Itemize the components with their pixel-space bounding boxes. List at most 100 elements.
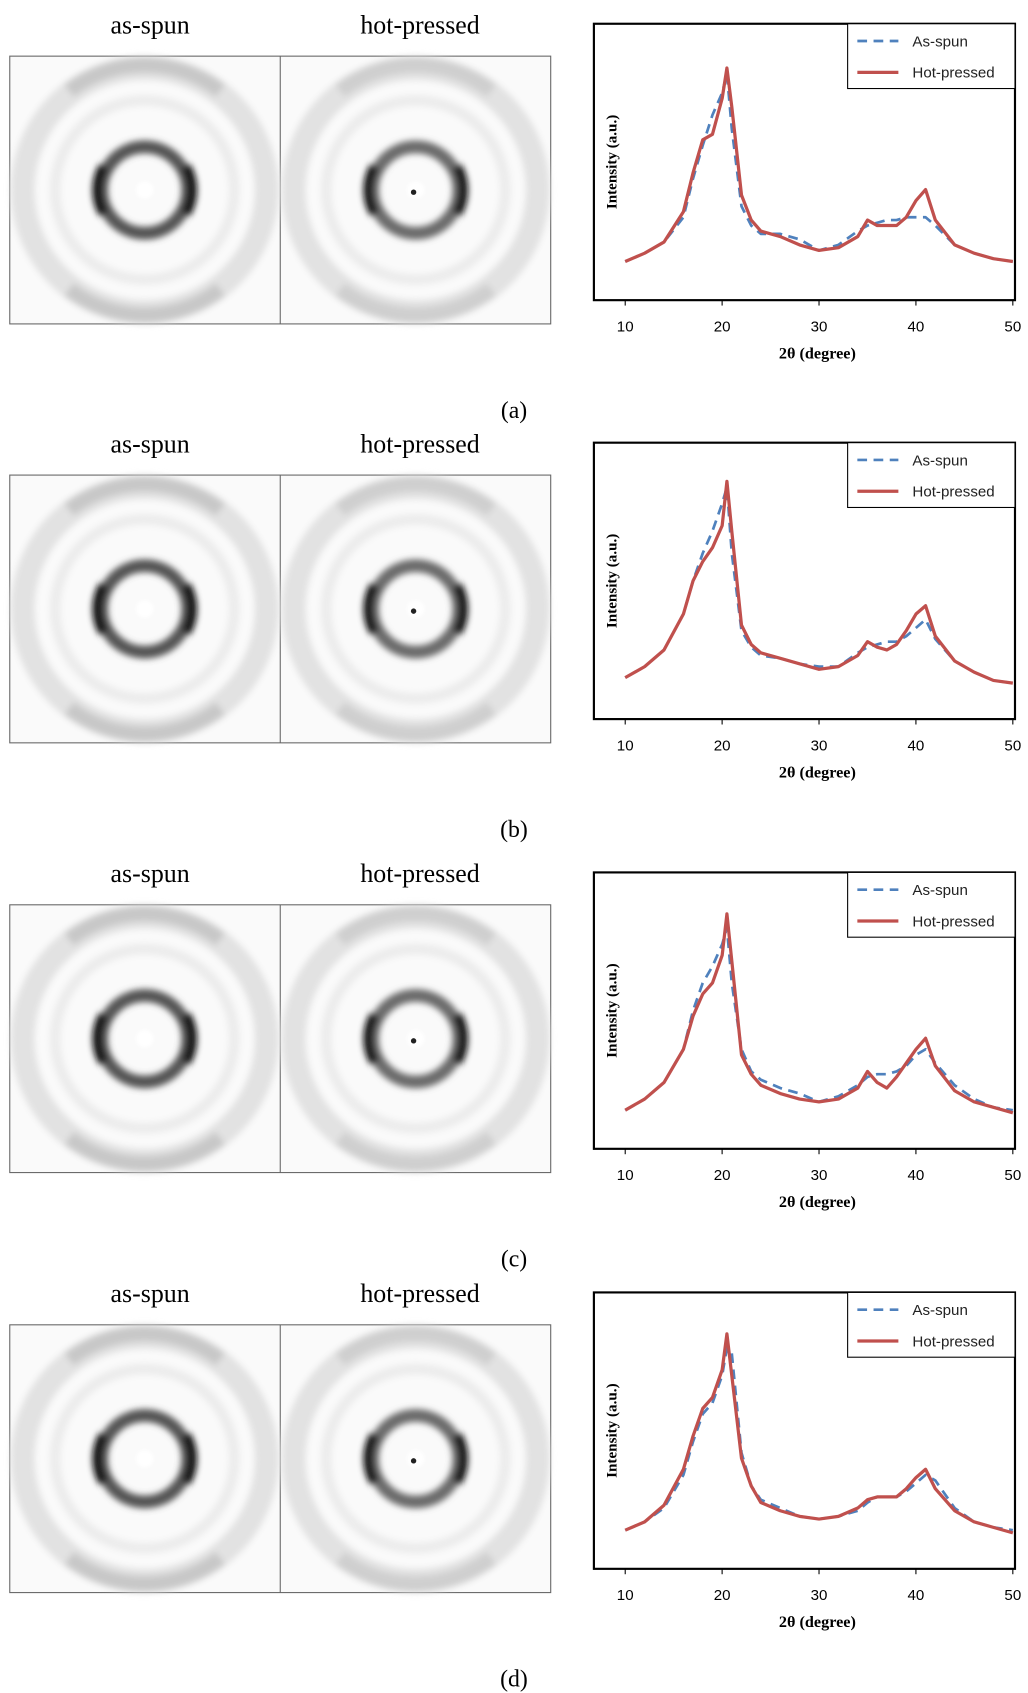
beam-spot	[410, 1038, 417, 1044]
inner-arc	[92, 582, 197, 636]
inner-arc	[363, 1012, 468, 1065]
middle-ring	[320, 943, 511, 1134]
inner-arc	[363, 1432, 468, 1485]
legend-box	[847, 871, 1016, 938]
x-tick-label: 10	[617, 737, 634, 754]
panel-row: as-spun hot-pressed (a) 10 20 30 40 50 2θ (degre…	[9, 10, 1021, 424]
inner-arc	[363, 163, 468, 217]
x-axis-title: 2θ (degree)	[779, 763, 856, 781]
x-tick-label: 40	[908, 318, 925, 335]
middle-ring	[320, 95, 511, 286]
beam-stop	[407, 1030, 425, 1048]
x-tick-label: 10	[617, 1167, 634, 1184]
diffraction-rings	[10, 904, 279, 1173]
panel-label: (c)	[501, 1247, 527, 1273]
series-line	[624, 1332, 1014, 1535]
series-line	[624, 485, 1014, 685]
x-tick-label: 20	[714, 737, 731, 754]
outer-arc	[64, 1326, 225, 1592]
x-tick-label: 30	[811, 1167, 828, 1184]
legend-box	[847, 1291, 1016, 1358]
middle-ring	[49, 943, 240, 1134]
beam-stop	[136, 1450, 154, 1468]
beam-spot	[410, 1458, 417, 1464]
beam-stop	[136, 1030, 154, 1048]
panel-row: as-spun hot-pressed (d) 10 20 30 40 50 2θ (degre…	[9, 1279, 1021, 1693]
inner-arc	[92, 163, 197, 217]
x-tick-label: 30	[811, 1587, 828, 1604]
series-line	[624, 912, 1014, 1115]
inner-arc	[92, 1012, 197, 1065]
x-tick-label: 30	[811, 318, 828, 335]
outer-arc	[64, 476, 225, 742]
y-axis-title: Intensity (a.u.)	[605, 115, 621, 209]
outer-arc	[335, 906, 496, 1172]
legend-label: Hot-pressed	[912, 913, 994, 930]
image-label: hot-pressed	[360, 10, 479, 39]
diffraction-rings	[10, 1324, 279, 1593]
image-label: as-spun	[111, 859, 190, 888]
inner-arc	[92, 1432, 197, 1485]
series-line	[624, 479, 1014, 685]
panel-label: (d)	[500, 1667, 528, 1693]
middle-ring	[49, 95, 240, 286]
x-axis-title: 2θ (degree)	[779, 1193, 856, 1211]
x-tick-label: 40	[908, 737, 925, 754]
panel-row: as-spun hot-pressed (c) 10 20 30 40 50 2θ (degre…	[9, 859, 1021, 1273]
beam-stop	[407, 181, 425, 199]
x-tick-label: 40	[908, 1167, 925, 1184]
diffraction-rings	[10, 56, 279, 324]
x-tick-label: 10	[617, 318, 634, 335]
middle-ring	[49, 513, 240, 704]
outer-arc	[64, 57, 225, 323]
beam-stop	[136, 600, 154, 618]
legend-label: Hot-pressed	[912, 484, 994, 501]
beam-spot	[410, 608, 417, 614]
diffraction-rings	[281, 1324, 550, 1593]
beam-stop	[407, 600, 425, 618]
series-line	[624, 66, 1014, 264]
panel-label: (a)	[501, 398, 527, 424]
x-tick-label: 30	[811, 737, 828, 754]
x-tick-label: 10	[617, 1587, 634, 1604]
legend-label: Hot-pressed	[912, 1333, 994, 1350]
diffraction-rings	[10, 475, 279, 743]
series-line	[624, 72, 1014, 263]
legend-label: As-spun	[912, 33, 967, 50]
y-axis-title: Intensity (a.u.)	[605, 534, 621, 628]
middle-ring	[320, 1363, 511, 1554]
x-tick-label: 50	[1004, 1587, 1021, 1604]
diffraction-rings	[281, 904, 550, 1173]
legend-box	[847, 23, 1016, 90]
legend-box	[847, 442, 1016, 509]
legend-label: Hot-pressed	[912, 65, 994, 82]
image-label: as-spun	[111, 429, 190, 458]
x-axis-title: 2θ (degree)	[779, 344, 856, 362]
panel-row: as-spun hot-pressed (b) 10 20 30 40 50 2θ (degre…	[9, 429, 1021, 843]
x-tick-label: 50	[1004, 1167, 1021, 1184]
outer-arc	[335, 57, 496, 323]
diffraction-rings	[281, 475, 550, 743]
x-tick-label: 40	[908, 1587, 925, 1604]
x-tick-label: 20	[714, 1587, 731, 1604]
middle-ring	[320, 513, 511, 704]
y-axis-title: Intensity (a.u.)	[605, 963, 621, 1057]
image-label: as-spun	[111, 1279, 190, 1308]
panel-label: (b)	[500, 817, 528, 843]
x-tick-label: 20	[714, 318, 731, 335]
diffraction-rings	[281, 56, 550, 324]
x-tick-label: 50	[1004, 318, 1021, 335]
image-label: hot-pressed	[360, 1279, 479, 1308]
middle-ring	[49, 1363, 240, 1554]
legend-label: As-spun	[912, 882, 967, 899]
inner-arc	[363, 582, 468, 636]
x-tick-label: 50	[1004, 737, 1021, 754]
x-axis-title: 2θ (degree)	[779, 1613, 856, 1631]
beam-stop	[407, 1450, 425, 1468]
series-line	[624, 926, 1014, 1112]
image-label: hot-pressed	[360, 429, 479, 458]
image-label: as-spun	[111, 10, 190, 39]
y-axis-title: Intensity (a.u.)	[605, 1383, 621, 1477]
beam-stop	[136, 181, 154, 199]
